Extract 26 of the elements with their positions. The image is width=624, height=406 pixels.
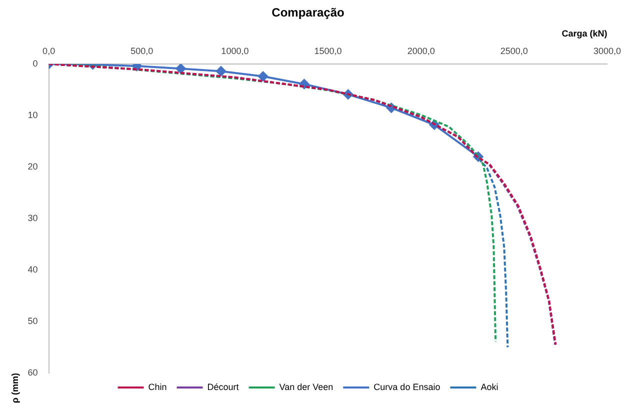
y-tick-label: 60 bbox=[28, 367, 38, 378]
legend-label: Curva do Ensaio bbox=[374, 382, 440, 392]
x-tick-label: 1500,0 bbox=[314, 46, 342, 56]
point bbox=[258, 71, 268, 82]
y-tick-label: 20 bbox=[28, 161, 38, 172]
point bbox=[216, 66, 226, 76]
chart-title: Comparação bbox=[272, 6, 344, 20]
y-tick-label: 0 bbox=[32, 58, 38, 68]
y-tick-label: 10 bbox=[28, 110, 38, 120]
point bbox=[176, 64, 186, 74]
x-tick-label: 3000,0 bbox=[593, 46, 621, 56]
x-tick-label: 0,0 bbox=[42, 46, 56, 56]
legend-label: Aoki bbox=[480, 382, 498, 392]
y-tick-label: 30 bbox=[28, 212, 38, 223]
legend-label: Chin bbox=[148, 382, 167, 392]
x-axis-title: Carga (kN) bbox=[562, 28, 608, 38]
y-tick-label: 50 bbox=[28, 316, 38, 326]
y-axis-title: ρ (mm) bbox=[10, 373, 20, 404]
x-tick-label: 2000,0 bbox=[407, 46, 435, 56]
point bbox=[132, 64, 142, 72]
x-tick-label: 1000,0 bbox=[221, 46, 249, 56]
y-tick-label: 40 bbox=[28, 264, 38, 274]
legend-label: Van der Veen bbox=[279, 382, 334, 392]
legend-label: Décourt bbox=[207, 382, 240, 392]
x-tick-label: 2500,0 bbox=[500, 46, 528, 56]
x-tick-label: 500,0 bbox=[130, 46, 154, 56]
